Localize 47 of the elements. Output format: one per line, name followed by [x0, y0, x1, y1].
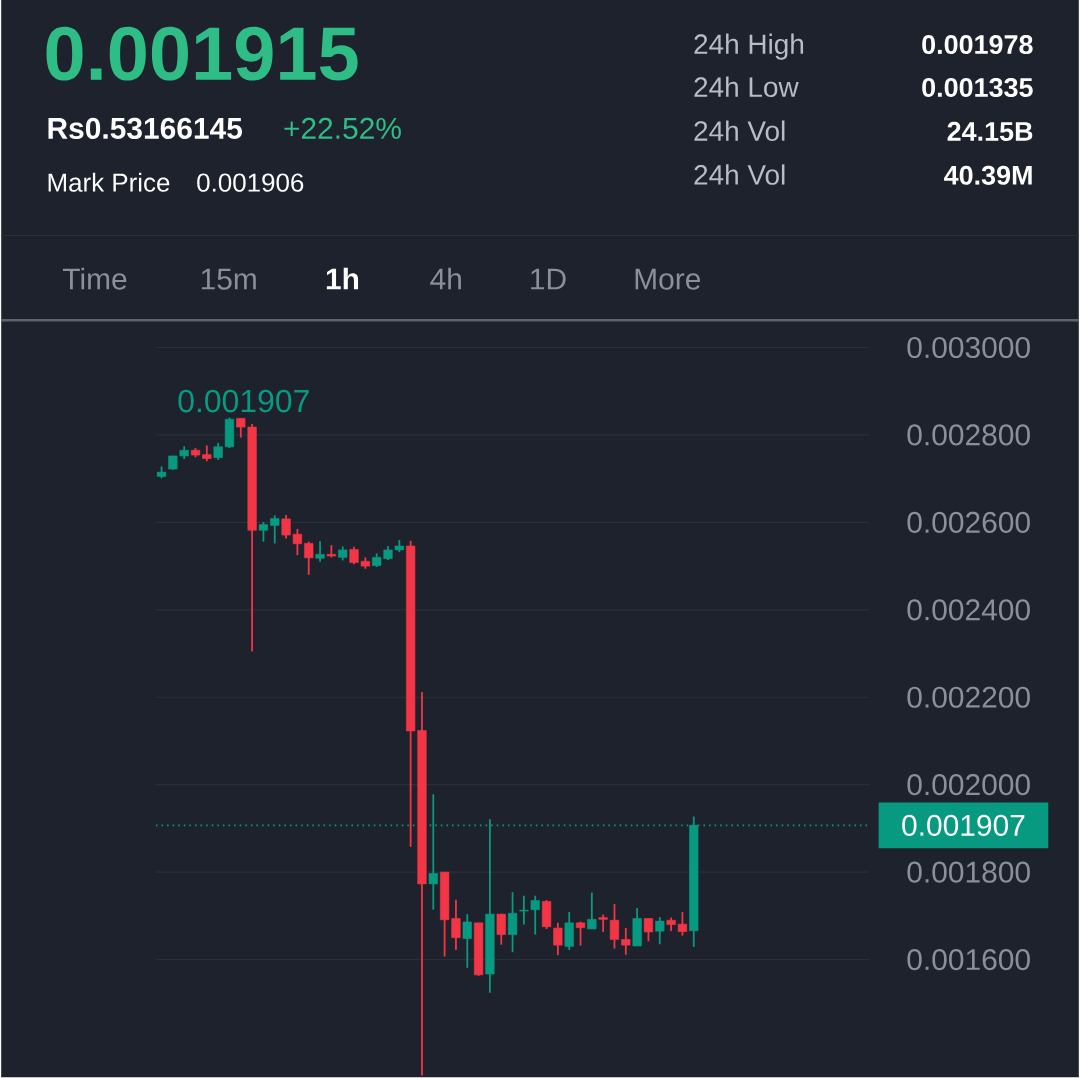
text: 0.001978	[922, 35, 1033, 55]
annotation: 0.001907	[178, 390, 309, 413]
text: Time	[62, 267, 127, 290]
candlestick	[621, 927, 631, 956]
candlestick	[304, 540, 314, 576]
text: 0.001335	[922, 78, 1033, 98]
text: Mark Price	[48, 172, 170, 193]
y-tick-label: 0.002400	[907, 599, 1030, 621]
candlestick	[462, 913, 472, 969]
candlestick	[609, 903, 620, 950]
text: 24h Vol	[694, 164, 785, 186]
candlestick	[575, 920, 586, 947]
candlestick	[270, 514, 280, 545]
y-tick-label: 0.001600	[907, 949, 1030, 971]
y-tick-label: 0.002800	[907, 424, 1030, 446]
text: Rs0.53166145	[48, 117, 243, 140]
candlestick	[643, 917, 654, 943]
ref-line-label: 0.001907	[902, 814, 1025, 837]
text: 24h Low	[694, 76, 799, 98]
y-tick-label: 0.002000	[907, 774, 1030, 796]
text: 0.001906	[197, 173, 304, 193]
candlestick	[507, 891, 518, 954]
candlestick	[587, 891, 597, 931]
candlestick	[496, 913, 506, 946]
candlestick	[258, 521, 269, 543]
y-tick-label: 0.002200	[907, 686, 1030, 709]
candlestick	[598, 913, 608, 934]
candlestick	[655, 916, 665, 946]
chart-title: 0.001915	[46, 27, 358, 81]
y-tick-label: 0.001800	[907, 861, 1030, 883]
text: 24h Vol	[694, 120, 785, 142]
text: More	[635, 268, 701, 290]
text: 40.39M	[944, 165, 1032, 186]
candlestick	[564, 911, 574, 952]
text: +22.52%	[284, 117, 401, 140]
text: 24.15B	[947, 122, 1033, 142]
candlestick	[553, 922, 563, 957]
text: 4h	[430, 267, 461, 290]
y-tick-label: 0.003000	[907, 337, 1030, 359]
y-tick-label: 0.002600	[907, 511, 1030, 534]
candlestick	[530, 895, 540, 936]
candlestick	[519, 895, 529, 926]
text: 1D	[531, 268, 566, 290]
text: 1h	[326, 267, 359, 290]
candlestick	[315, 540, 325, 563]
text: 15m	[201, 268, 256, 290]
text: 24h High	[694, 33, 804, 60]
